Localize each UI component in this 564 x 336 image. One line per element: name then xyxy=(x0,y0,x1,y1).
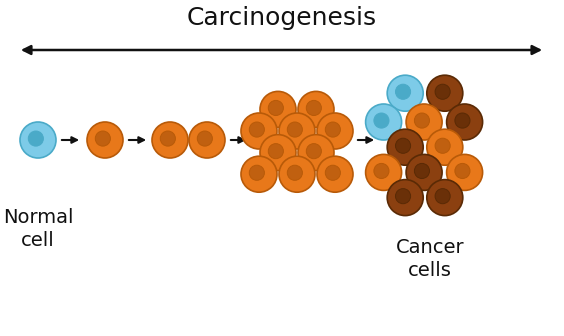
Circle shape xyxy=(241,156,277,192)
Circle shape xyxy=(260,135,296,171)
Circle shape xyxy=(427,129,463,165)
Circle shape xyxy=(374,113,389,128)
Text: Normal
cell: Normal cell xyxy=(3,208,73,251)
Circle shape xyxy=(395,138,411,153)
Circle shape xyxy=(306,143,321,159)
Circle shape xyxy=(249,122,265,137)
Circle shape xyxy=(152,122,188,158)
Circle shape xyxy=(279,113,315,149)
Circle shape xyxy=(279,156,315,192)
Circle shape xyxy=(435,188,450,204)
Circle shape xyxy=(317,156,353,192)
Circle shape xyxy=(427,180,463,216)
Circle shape xyxy=(387,75,423,111)
Circle shape xyxy=(298,135,334,171)
Circle shape xyxy=(365,155,402,191)
Circle shape xyxy=(317,113,353,149)
Circle shape xyxy=(268,100,283,116)
Circle shape xyxy=(160,131,175,146)
Circle shape xyxy=(455,113,470,128)
Text: Cancer
cells: Cancer cells xyxy=(396,238,464,281)
Circle shape xyxy=(455,163,470,178)
Circle shape xyxy=(435,138,450,153)
Circle shape xyxy=(406,104,442,140)
Circle shape xyxy=(415,113,430,128)
Circle shape xyxy=(28,131,43,146)
Circle shape xyxy=(365,104,402,140)
Circle shape xyxy=(427,75,463,111)
Circle shape xyxy=(260,91,296,127)
Circle shape xyxy=(387,180,423,216)
Circle shape xyxy=(306,100,321,116)
Circle shape xyxy=(415,163,430,178)
Circle shape xyxy=(298,91,334,127)
Circle shape xyxy=(197,131,213,146)
Circle shape xyxy=(325,122,341,137)
Circle shape xyxy=(268,143,283,159)
Circle shape xyxy=(287,165,302,180)
Text: Carcinogenesis: Carcinogenesis xyxy=(187,6,377,30)
Circle shape xyxy=(395,188,411,204)
Circle shape xyxy=(447,104,483,140)
Circle shape xyxy=(406,155,442,191)
Circle shape xyxy=(241,113,277,149)
Circle shape xyxy=(20,122,56,158)
Circle shape xyxy=(325,165,341,180)
Circle shape xyxy=(395,84,411,99)
Circle shape xyxy=(387,129,423,165)
Circle shape xyxy=(249,165,265,180)
Circle shape xyxy=(447,155,483,191)
Circle shape xyxy=(95,131,111,146)
Circle shape xyxy=(189,122,225,158)
Circle shape xyxy=(435,84,450,99)
Circle shape xyxy=(287,122,302,137)
Circle shape xyxy=(87,122,123,158)
Circle shape xyxy=(374,163,389,178)
